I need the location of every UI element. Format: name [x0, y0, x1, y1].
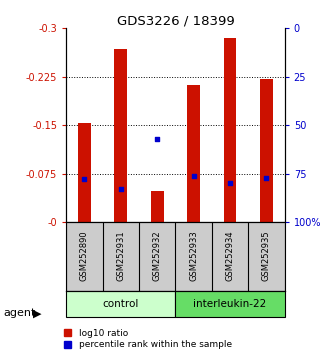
Text: agent: agent	[3, 308, 36, 318]
Bar	[260, 79, 273, 222]
Text: GSM252932: GSM252932	[153, 230, 162, 281]
Bar	[115, 49, 127, 222]
Point	[191, 173, 196, 178]
Text: GSM252933: GSM252933	[189, 230, 198, 281]
Text: GSM252890: GSM252890	[80, 230, 89, 281]
Point	[118, 186, 123, 192]
Text: GSM252935: GSM252935	[262, 230, 271, 281]
Text: ▶: ▶	[33, 308, 42, 318]
Point	[155, 136, 160, 142]
Point	[264, 175, 269, 180]
Text: control: control	[103, 299, 139, 309]
Bar	[175, 291, 285, 317]
Bar	[187, 85, 200, 222]
Point	[82, 177, 87, 182]
Title: GDS3226 / 18399: GDS3226 / 18399	[117, 14, 234, 27]
Point	[227, 181, 233, 186]
Bar	[66, 291, 175, 317]
Legend: log10 ratio, percentile rank within the sample: log10 ratio, percentile rank within the …	[64, 329, 232, 349]
Text: GSM252931: GSM252931	[116, 230, 125, 281]
Text: GSM252934: GSM252934	[225, 230, 235, 281]
Bar	[224, 38, 236, 222]
Bar	[78, 123, 91, 222]
Bar	[151, 191, 164, 222]
Text: interleukin-22: interleukin-22	[193, 299, 267, 309]
